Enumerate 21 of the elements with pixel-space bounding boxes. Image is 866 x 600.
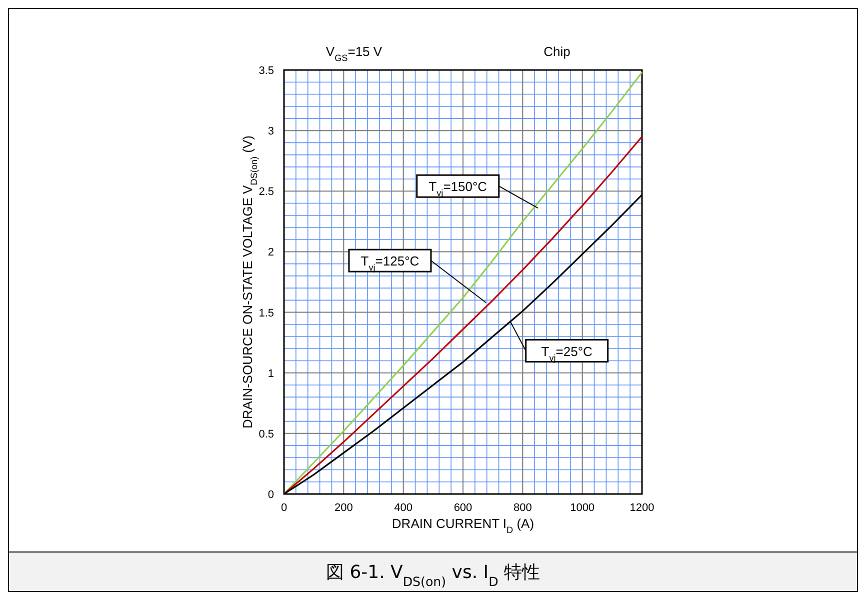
x-tick-label: 0 (280, 502, 288, 514)
x-axis-title: DRAIN CURRENT I$_{D}$ (A) (392, 516, 534, 535)
line-series (283, 136, 643, 495)
y-tick-label: 1.5 (258, 307, 274, 320)
x-tick-label: 1200 (630, 502, 654, 514)
x-tick-label: 400 (394, 502, 413, 514)
y-tick-label: 0.5 (258, 428, 274, 440)
caption: 図 6-1. V$_{DS(on)}$ vs. I$_{D}$ 特性 (326, 562, 540, 588)
y-tick-label: 1 (268, 368, 274, 380)
text: Chip (544, 44, 570, 59)
x-tick-label: 1000 (570, 502, 595, 514)
x-tick-label: 800 (513, 502, 532, 514)
y-tick-label: 2 (268, 246, 274, 259)
y-tick-label: 2.5 (258, 186, 274, 198)
x-tick-label: 600 (454, 502, 472, 514)
y-tick-label: 3 (268, 126, 274, 138)
y-tick-label: 3.5 (258, 65, 274, 77)
text: V$_{GS}$=15 V (326, 44, 382, 63)
x-tick-label: 200 (334, 502, 353, 514)
line-series (283, 72, 643, 495)
y-tick-label: 0 (268, 489, 274, 501)
